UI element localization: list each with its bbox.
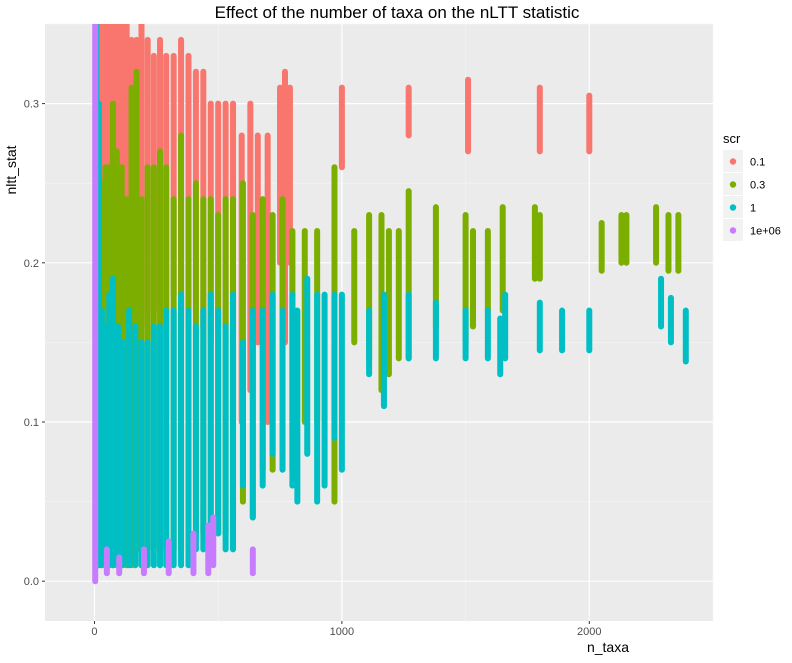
- legend-label-1: 1: [750, 203, 756, 215]
- y-tick-label: 0.2: [24, 258, 39, 270]
- x-tick-label: 0: [91, 626, 97, 638]
- legend-swatch-1: [729, 204, 737, 211]
- legend-swatch-0.1: [729, 158, 737, 165]
- x-tick-label: 2000: [577, 626, 601, 638]
- legend-label-0.3: 0.3: [750, 180, 765, 192]
- legend-swatch-0.3: [729, 181, 737, 188]
- x-tick-label: 1000: [330, 626, 354, 638]
- legend-swatch-1e+06: [729, 227, 737, 234]
- legend-label-1e+06: 1e+06: [750, 226, 781, 238]
- x-axis-title: n_taxa: [587, 639, 629, 655]
- y-axis: 0.0 0.1 0.2 0.3: [24, 99, 45, 588]
- chart-title: Effect of the number of taxa on the nLTT…: [215, 3, 580, 22]
- data-layer: [92, 24, 689, 585]
- y-axis-title: nltt_stat: [3, 145, 19, 194]
- y-tick-label: 0.1: [24, 417, 39, 429]
- series-1: [93, 24, 689, 569]
- series-1e+06: [92, 24, 256, 585]
- legend-label-0.1: 0.1: [750, 157, 765, 169]
- y-tick-label: 0.0: [24, 576, 39, 588]
- x-axis: 0 1000 2000: [91, 621, 602, 638]
- y-tick-label: 0.3: [24, 99, 39, 111]
- legend: scr 0.1 0.3 1 1e+06: [723, 131, 781, 241]
- legend-title: scr: [723, 131, 741, 146]
